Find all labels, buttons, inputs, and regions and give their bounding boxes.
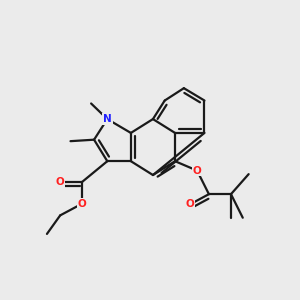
Text: N: N (103, 114, 112, 124)
Text: O: O (78, 199, 87, 208)
Text: O: O (56, 177, 64, 187)
Text: O: O (185, 200, 194, 209)
Text: O: O (193, 166, 202, 176)
